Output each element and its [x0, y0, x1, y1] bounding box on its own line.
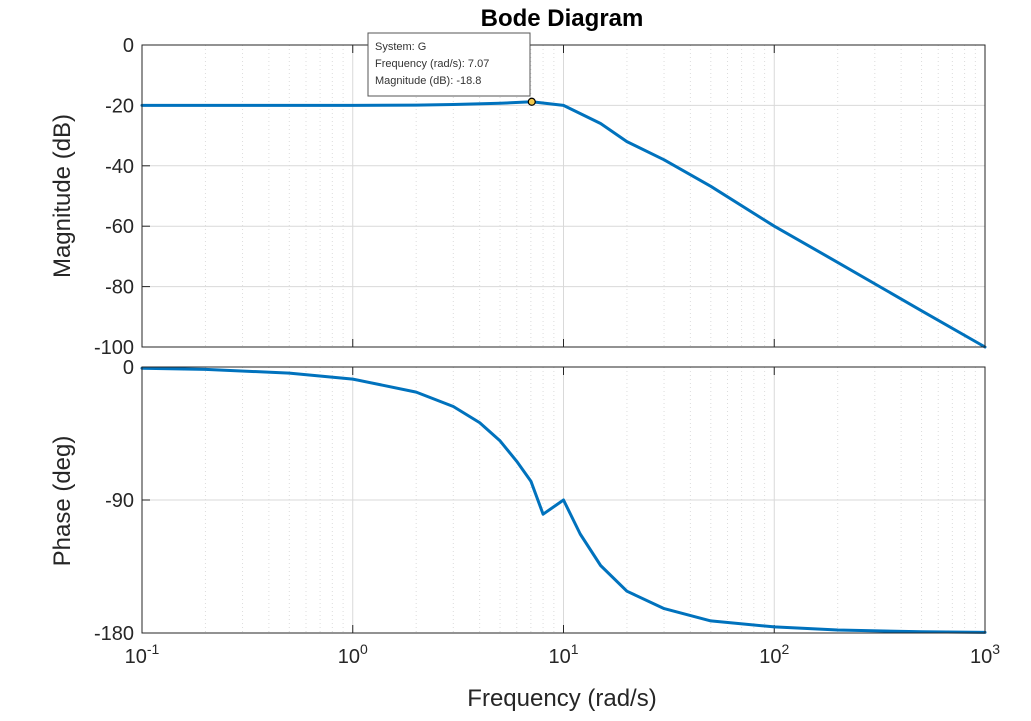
frequency-axis-label: Frequency (rad/s) — [467, 685, 656, 712]
magnitude-y-tick-label: -60 — [105, 216, 134, 238]
magnitude-y-tick-label: -20 — [105, 95, 134, 117]
x-tick-label: 102 — [759, 641, 789, 668]
x-tick-label: 100 — [338, 641, 368, 668]
data-tip-marker[interactable] — [527, 97, 536, 106]
magnitude-y-tick-label: -100 — [94, 337, 134, 359]
data-tip-system: System: G — [375, 41, 426, 53]
phase-y-tick-label: 0 — [123, 357, 134, 379]
data-tip[interactable]: System: G Frequency (rad/s): 7.07 Magnit… — [367, 32, 536, 106]
phase-axis-label: Phase (deg) — [49, 436, 76, 567]
phase-y-tick-label: -180 — [94, 623, 134, 645]
phase-curve[interactable] — [140, 366, 987, 634]
phase-axes-frame — [141, 366, 986, 634]
magnitude-y-tick-label: -80 — [105, 277, 134, 299]
x-tick-label: 10-1 — [125, 641, 160, 668]
data-tip-magnitude: Magnitude (dB): -18.8 — [375, 75, 481, 87]
chart-title: Bode Diagram — [481, 5, 644, 32]
x-tick-label: 101 — [548, 641, 578, 668]
data-tip-box — [367, 32, 531, 97]
magnitude-curve[interactable] — [140, 100, 987, 349]
data-tip-frequency: Frequency (rad/s): 7.07 — [375, 58, 489, 70]
x-tick-label: 103 — [970, 641, 1000, 668]
magnitude-y-tick-label: -40 — [105, 156, 134, 178]
magnitude-axes-frame — [141, 44, 986, 348]
magnitude-axis-label: Magnitude (dB) — [49, 114, 76, 278]
phase-y-tick-label: -90 — [105, 490, 134, 512]
magnitude-panel[interactable]: 0 -20 -40 -60 -80 -100 — [94, 35, 987, 359]
magnitude-y-tick-label: 0 — [123, 35, 134, 57]
